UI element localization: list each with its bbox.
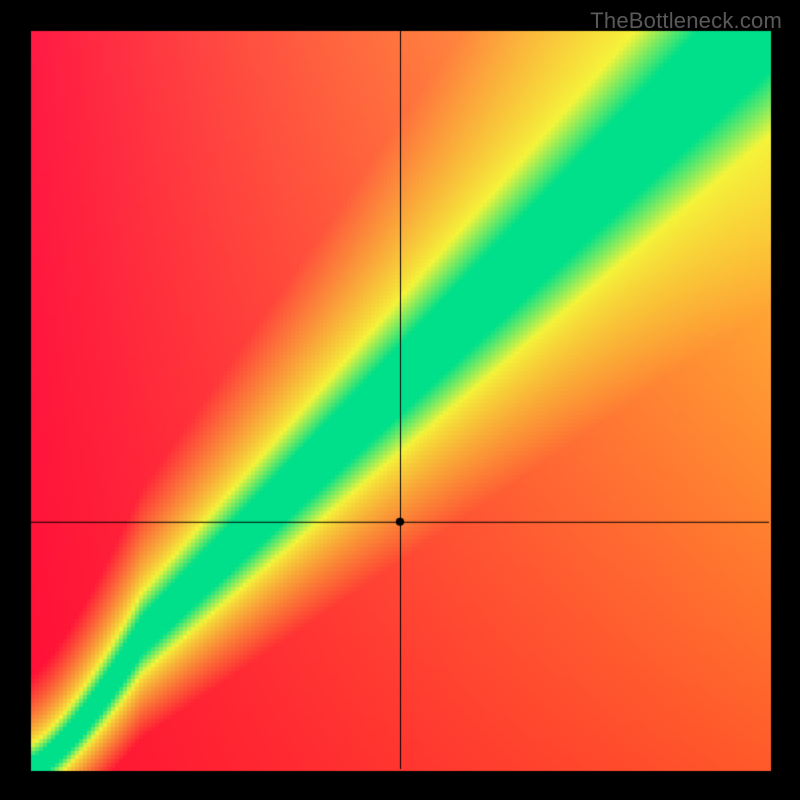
chart-container: TheBottleneck.com [0,0,800,800]
bottleneck-heatmap [0,0,800,800]
watermark-label: TheBottleneck.com [590,8,782,34]
